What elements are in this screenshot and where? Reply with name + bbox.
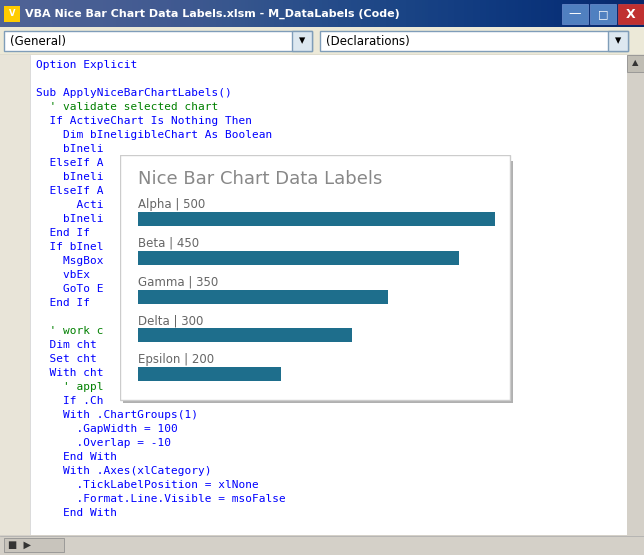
Text: Dim cht: Dim cht [36,340,97,350]
Text: ▾: ▾ [615,34,621,48]
Bar [320,31,628,51]
Text: bIneli: bIneli [36,172,104,182]
Text: Epsilon | 200: Epsilon | 200 [138,352,214,366]
Text: bIneli: bIneli [36,144,104,154]
Bar [562,4,588,24]
Text: Option Explicit: Option Explicit [36,60,137,70]
Bar [627,55,644,72]
Text: .GapWidth = 100: .GapWidth = 100 [36,424,178,434]
Text: Sub ApplyNiceBarChartLabels(): Sub ApplyNiceBarChartLabels() [36,88,232,98]
Text: —: — [569,8,582,21]
Text: (General): (General) [10,34,66,48]
Text: ■  ▶: ■ ▶ [8,540,32,550]
Text: With .Axes(xlCategory): With .Axes(xlCategory) [36,466,211,476]
Text: X: X [626,8,636,21]
Text: vbEx: vbEx [36,270,90,280]
Text: Acti: Acti [36,200,104,210]
Text: V: V [9,9,15,18]
Text: If .Ch: If .Ch [36,396,104,406]
Text: Set cht: Set cht [36,354,97,364]
Bar [590,4,616,24]
Text: ▲: ▲ [632,58,639,68]
Text: ' appl: ' appl [36,382,104,392]
Text: Dim bIneligibleChart As Boolean: Dim bIneligibleChart As Boolean [36,130,272,140]
Bar [4,6,20,22]
Bar [292,31,312,51]
Text: End With: End With [36,452,117,462]
Bar [138,328,352,342]
Text: ' validate selected chart: ' validate selected chart [36,102,218,112]
Text: End If: End If [36,298,90,308]
Text: VBA Nice Bar Chart Data Labels.xlsm - M_DataLabels (Code): VBA Nice Bar Chart Data Labels.xlsm - M_… [25,8,400,19]
Text: MsgBox: MsgBox [36,256,104,266]
Text: End With: End With [36,508,117,518]
Text: ElseIf A: ElseIf A [36,158,104,168]
Text: ▾: ▾ [299,34,305,48]
Text: Gamma | 350: Gamma | 350 [138,275,218,289]
Text: Nice Bar Chart Data Labels: Nice Bar Chart Data Labels [138,170,383,188]
Text: ' work c: ' work c [36,326,104,336]
Bar [0,55,30,535]
Bar [138,290,388,304]
Text: .TickLabelPosition = xlNone: .TickLabelPosition = xlNone [36,480,259,490]
Bar [4,538,64,552]
Bar [618,4,644,24]
Text: □: □ [598,9,608,19]
Text: If bInel: If bInel [36,242,104,252]
Bar [627,55,644,535]
Text: .Overlap = -10: .Overlap = -10 [36,438,171,448]
Text: Delta | 300: Delta | 300 [138,314,204,327]
Bar [138,367,281,381]
Text: If ActiveChart Is Nothing Then: If ActiveChart Is Nothing Then [36,116,252,126]
Text: End If: End If [36,228,90,238]
Text: Beta | 450: Beta | 450 [138,237,199,250]
Bar [138,251,459,265]
Bar [138,213,495,226]
Text: ElseIf A: ElseIf A [36,186,104,196]
Text: With cht: With cht [36,368,104,378]
Text: With .ChartGroups(1): With .ChartGroups(1) [36,410,198,420]
Text: (Declarations): (Declarations) [326,34,410,48]
Text: GoTo E: GoTo E [36,284,104,294]
Text: Alpha | 500: Alpha | 500 [138,198,205,211]
Text: .Format.Line.Visible = msoFalse: .Format.Line.Visible = msoFalse [36,494,286,504]
Bar [608,31,628,51]
Bar [4,31,312,51]
Text: bIneli: bIneli [36,214,104,224]
